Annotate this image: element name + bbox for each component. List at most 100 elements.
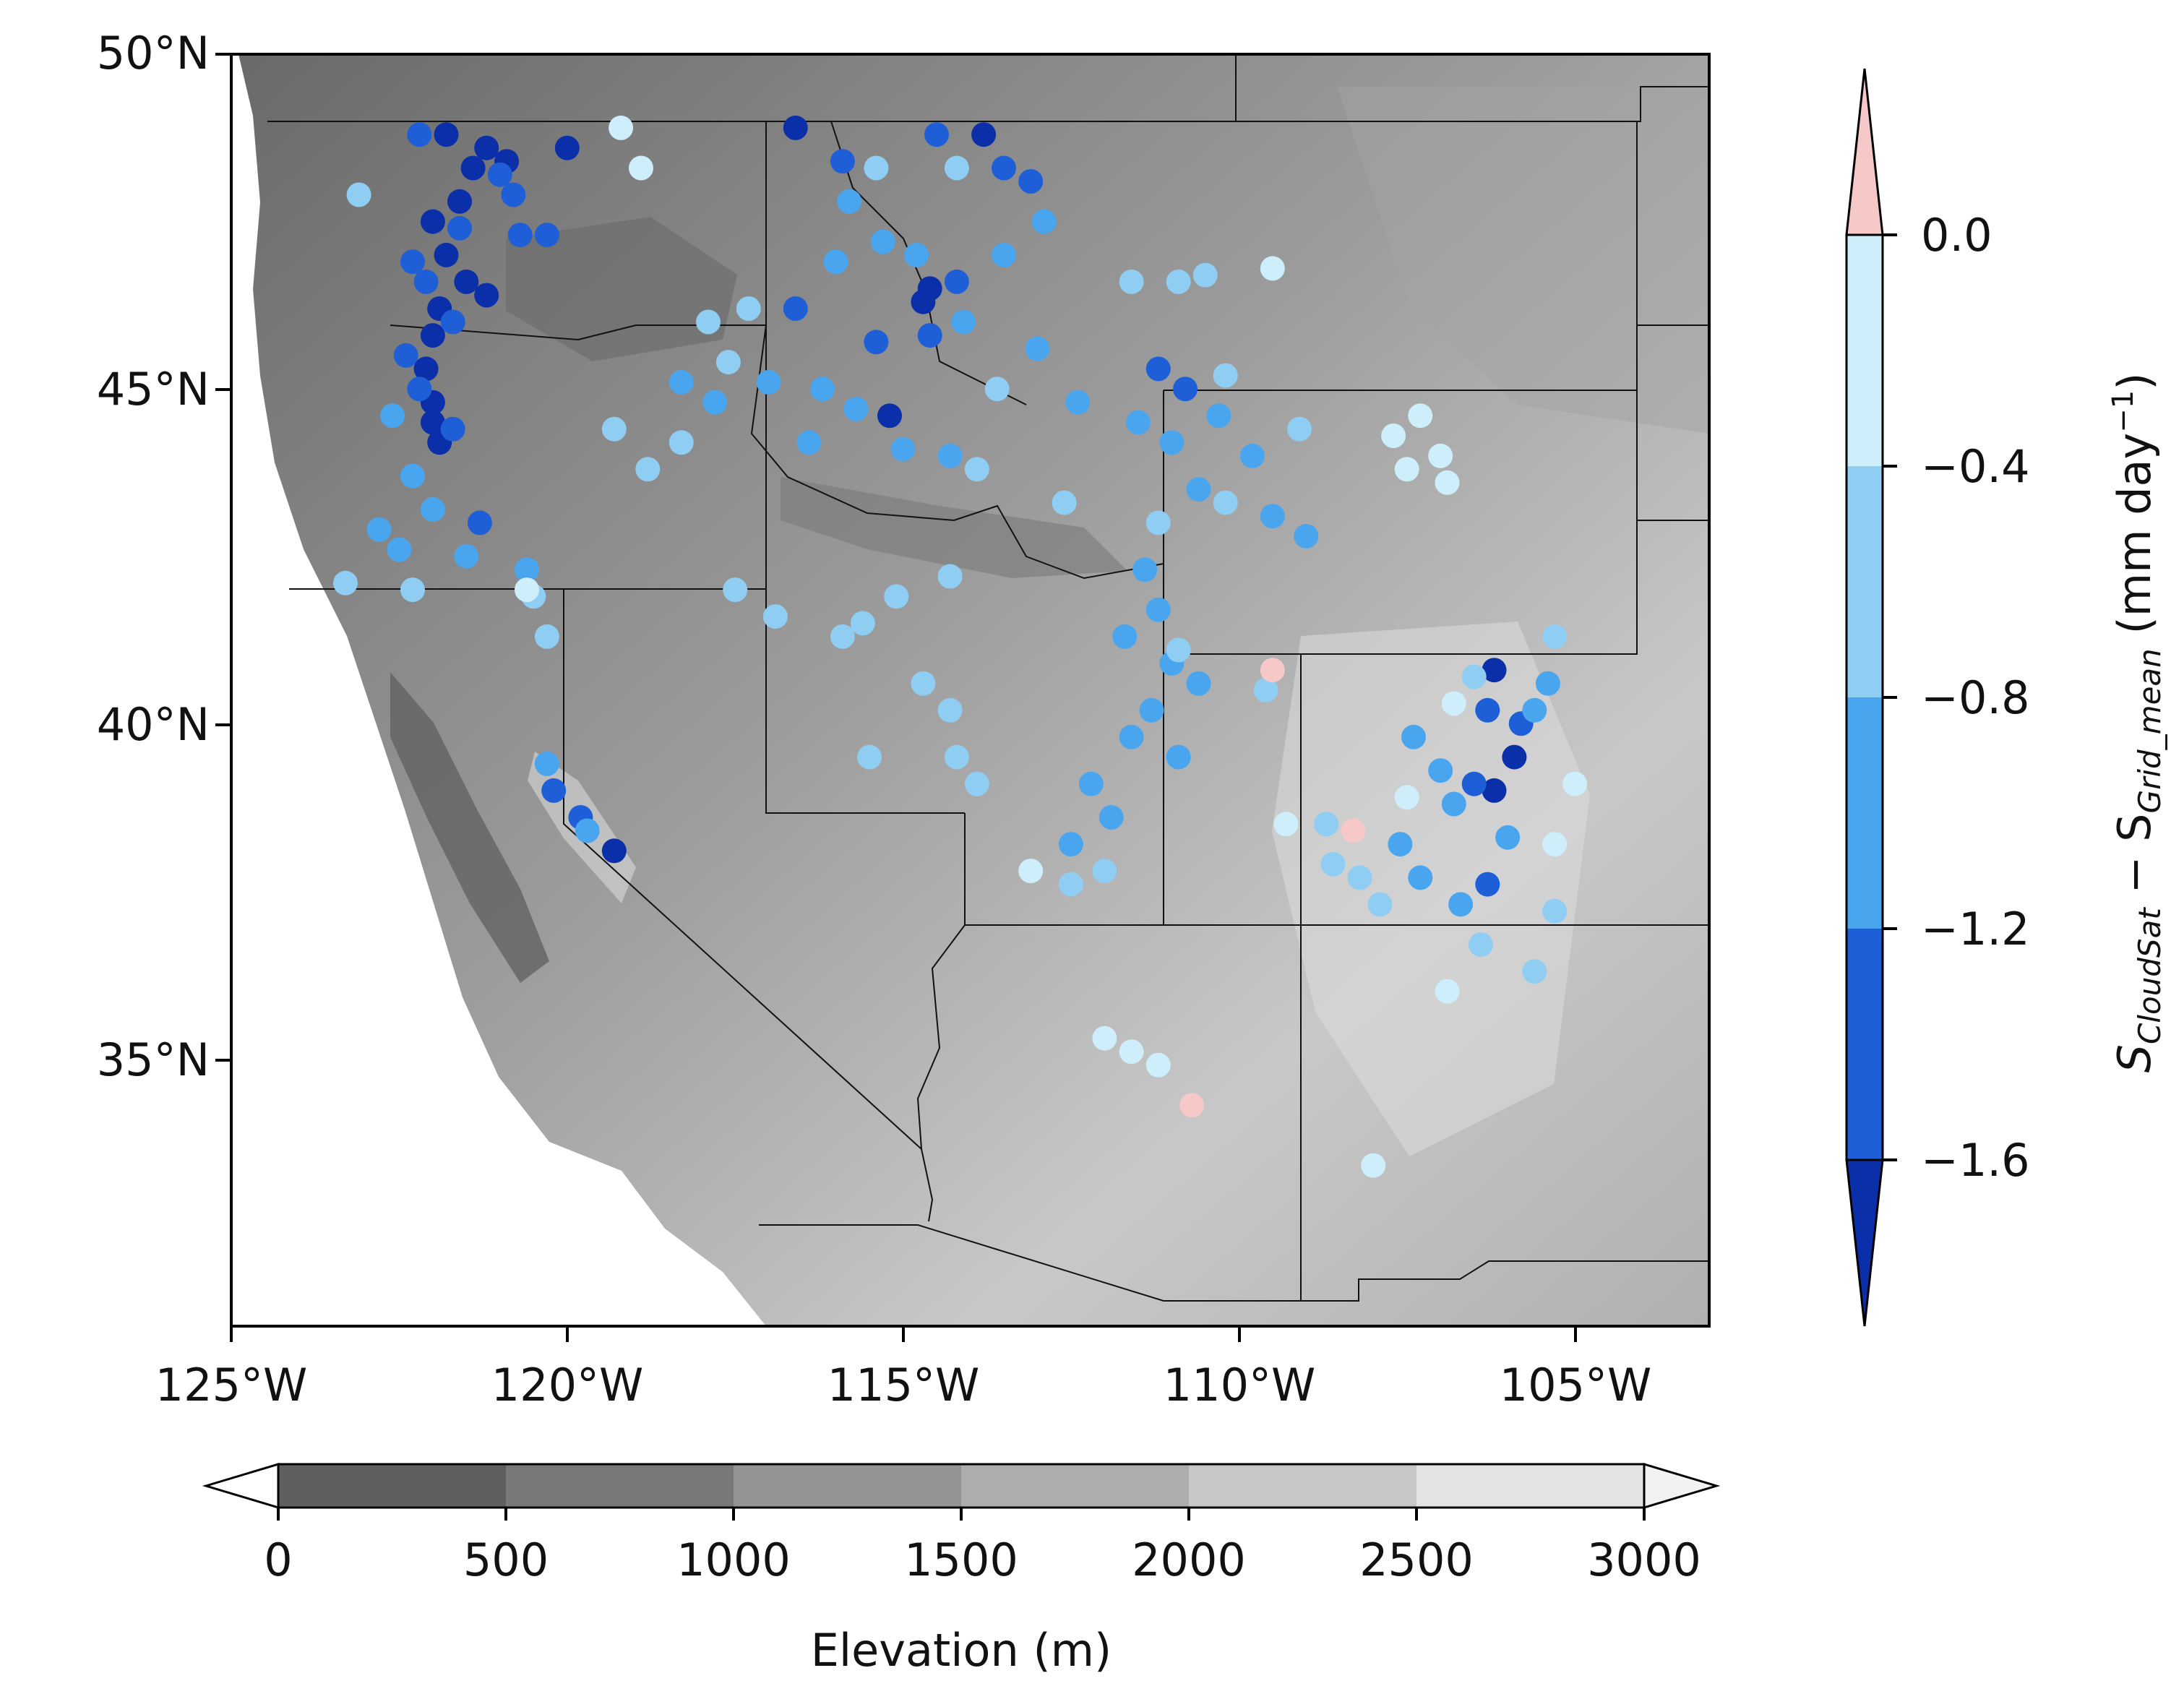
station-point (635, 457, 661, 482)
station-point (1522, 697, 1547, 723)
station-point (1428, 443, 1453, 468)
station-point (783, 296, 808, 321)
station-point (1367, 892, 1393, 917)
elev-tick-label: 0 (264, 1534, 292, 1586)
station-point (1166, 744, 1191, 770)
station-point (1025, 336, 1050, 361)
central-valley (390, 672, 549, 983)
station-point (1448, 892, 1474, 917)
station-point (911, 289, 936, 314)
station-point (951, 309, 976, 335)
label-s: S (2108, 1044, 2161, 1072)
station-point (1435, 470, 1460, 495)
station-point (1119, 1039, 1144, 1065)
station-point (1192, 262, 1218, 288)
station-point (850, 611, 875, 636)
lon-label: 125°W (155, 1359, 308, 1411)
difference-colorbar: 0.0 −0.4 −0.8 −1.2 −1.6 SCloudSat − SGri… (1845, 68, 2167, 1327)
station-point (1347, 865, 1372, 890)
diff-seg (1846, 235, 1883, 466)
station-point (1092, 1026, 1117, 1051)
station-point (864, 330, 889, 355)
elev-seg (1416, 1464, 1644, 1508)
station-point (1125, 410, 1151, 435)
label-exp: −1 (2107, 390, 2140, 433)
station-point (1273, 812, 1299, 837)
diff-tick-label: −1.2 (1921, 903, 2030, 955)
station-point (1213, 363, 1238, 388)
station-point (1461, 771, 1487, 796)
elev-colorbar-label: Elevation (m) (811, 1624, 1112, 1677)
station-point (1475, 697, 1500, 723)
station-point (541, 778, 567, 803)
station-point (1522, 959, 1547, 984)
map-panel: 50°N 45°N 40°N 35°N 125°W 120°W 115°W 11… (97, 27, 1711, 1411)
elev-seg (961, 1464, 1189, 1508)
station-point (1166, 269, 1191, 294)
station-point (857, 744, 882, 770)
station-point (937, 443, 963, 468)
station-point (992, 155, 1016, 181)
station-point (1287, 416, 1312, 442)
lat-label: 40°N (97, 698, 210, 751)
station-point (629, 155, 653, 181)
label-close: ) (2108, 373, 2161, 390)
station-point (609, 115, 634, 140)
station-point (877, 403, 902, 429)
station-point (454, 543, 479, 569)
station-point (944, 269, 969, 294)
lat-label: 50°N (97, 27, 210, 79)
elev-extend-low (202, 1462, 280, 1510)
label-minus: − S (2108, 813, 2161, 908)
elev-tick-label: 2500 (1359, 1534, 1474, 1586)
station-point (1031, 209, 1057, 234)
lon-label: 105°W (1500, 1359, 1652, 1411)
station-point (1294, 523, 1319, 549)
lon-label: 120°W (491, 1359, 644, 1411)
station-point (407, 122, 432, 147)
label-units: (mm day (2108, 433, 2161, 648)
station-point (575, 818, 600, 843)
station-point (1341, 818, 1366, 843)
station-point (937, 697, 963, 723)
station-point (668, 430, 694, 455)
station-point (1159, 430, 1185, 455)
station-point (911, 671, 936, 696)
label-sub-cloudsat: CloudSat (2132, 907, 2167, 1044)
station-point (387, 537, 412, 562)
station-point (1065, 390, 1091, 415)
station-point (715, 350, 741, 375)
station-point (420, 323, 445, 348)
station-point (984, 377, 1010, 402)
station-point (1388, 832, 1413, 857)
station-point (400, 577, 425, 603)
station-point (601, 838, 627, 864)
station-point (1119, 269, 1144, 294)
lon-label: 115°W (827, 1359, 980, 1411)
station-point (534, 624, 559, 649)
station-point (1112, 624, 1138, 649)
lat-label: 35°N (97, 1033, 210, 1086)
elev-tick-label: 2000 (1132, 1534, 1246, 1586)
station-point (1253, 678, 1278, 702)
lon-ticks (230, 1326, 1577, 1342)
station-point (487, 162, 512, 187)
station-point (1435, 979, 1460, 1004)
station-point (1461, 664, 1487, 689)
station-point (515, 557, 539, 582)
diff-colorbar-label: SCloudSat − SGrid_mean (mm day−1) (2107, 373, 2167, 1073)
station-point (460, 155, 486, 181)
station-point (534, 751, 559, 776)
elev-tick-label: 1000 (676, 1534, 791, 1586)
station-point (393, 343, 418, 368)
station-point (420, 410, 445, 435)
station-point (440, 309, 465, 335)
diff-seg (1846, 466, 1883, 697)
station-point (837, 189, 862, 214)
station-point (1495, 825, 1521, 850)
station-point (810, 377, 835, 402)
lon-label: 110°W (1164, 1359, 1316, 1411)
station-point (407, 377, 432, 402)
station-point (971, 122, 997, 147)
station-point (1145, 356, 1171, 382)
